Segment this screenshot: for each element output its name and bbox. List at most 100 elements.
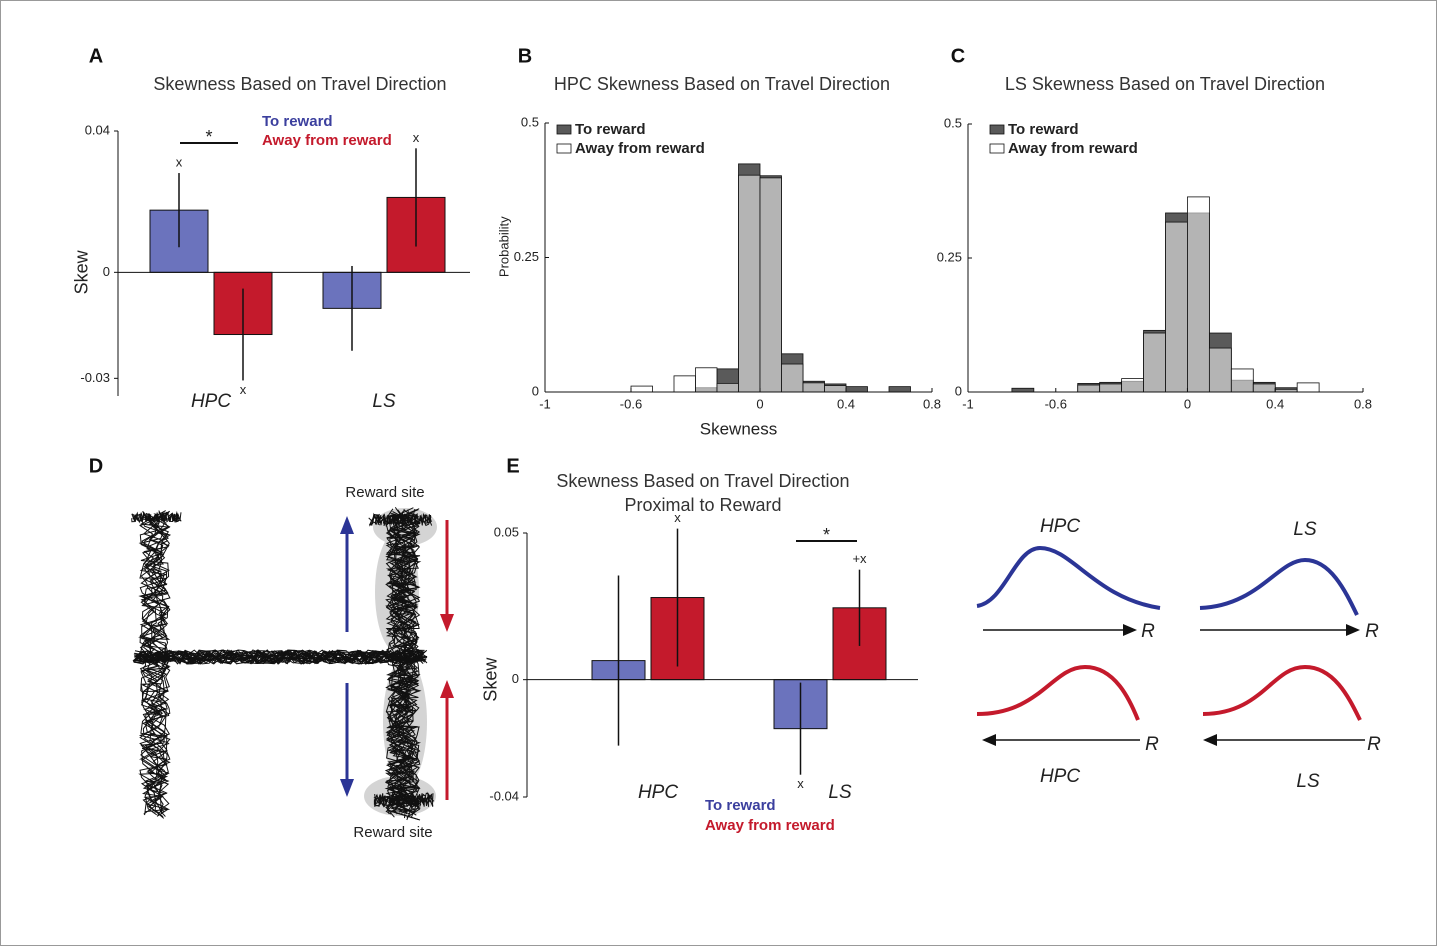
histogram-bar — [738, 174, 761, 393]
arrow-label: R — [1365, 621, 1379, 642]
histogram-bar — [695, 367, 718, 393]
y-tick-label: 0.5 — [944, 115, 962, 130]
schematic-label: HPC — [1040, 516, 1080, 537]
significance-marker: x — [240, 382, 247, 397]
legend-label: Away from reward — [1008, 140, 1138, 157]
histogram-bar — [1143, 332, 1166, 393]
y-tick-label: 0 — [532, 383, 539, 398]
x-tick-label: -1 — [962, 396, 974, 411]
x-tick-label: -1 — [539, 396, 551, 411]
x-tick-label: 0.8 — [1354, 396, 1372, 411]
skew-curve — [1199, 557, 1359, 616]
chart-title: HPC Skewness Based on Travel Direction — [554, 74, 890, 94]
y-axis-label: Skew — [72, 249, 92, 294]
histogram-bar — [673, 375, 696, 393]
significance-star: * — [205, 127, 212, 147]
histogram-bar — [1121, 378, 1144, 393]
x-tick-label: HPC — [191, 391, 231, 412]
y-tick-label: 0.25 — [514, 249, 539, 264]
histogram-bar — [888, 386, 911, 393]
schematic-label: LS — [1293, 519, 1317, 540]
y-axis-label: Probability — [496, 216, 511, 277]
x-tick-label: 0.4 — [1266, 396, 1284, 411]
trajectory — [134, 649, 426, 665]
y-tick-label: 0.04 — [85, 122, 110, 137]
chart-title: LS Skewness Based on Travel Direction — [1005, 74, 1325, 94]
schematic — [976, 545, 1365, 746]
significance-marker: x — [797, 776, 804, 791]
trajectory — [373, 792, 434, 808]
histogram-bar — [1077, 384, 1101, 393]
maze: Reward site Reward site — [131, 484, 454, 841]
trajectory — [385, 509, 421, 815]
reward-site-label: Reward site — [345, 484, 424, 501]
histogram-bar — [1011, 387, 1035, 393]
trajectory — [138, 511, 170, 814]
significance-star: * — [823, 525, 830, 545]
skew-curve — [976, 545, 1161, 610]
y-tick-label: 0 — [512, 671, 519, 686]
arrow-label: R — [1367, 734, 1381, 755]
x-axis-label: Skewness — [700, 419, 777, 438]
reward-site-label: Reward site — [353, 824, 432, 841]
trajectory — [140, 517, 171, 815]
legend-label: Away from reward — [575, 140, 705, 157]
legend-swatch — [989, 124, 1005, 135]
panel-label: B — [518, 45, 532, 67]
legend-swatch — [556, 124, 572, 135]
legend-label: To reward — [1008, 121, 1079, 138]
x-tick-label: -0.6 — [620, 396, 642, 411]
legend-label: Away from reward — [262, 132, 392, 149]
schematic-label: HPC — [1040, 766, 1080, 787]
y-axis-label: Skew — [481, 657, 501, 702]
trajectory — [131, 510, 180, 524]
histogram-bar — [1230, 368, 1254, 393]
legend-swatch — [989, 143, 1005, 154]
chart-title: Skewness Based on Travel Direction — [556, 471, 849, 491]
trajectory — [134, 649, 424, 665]
histogram-bar — [781, 363, 804, 393]
x-tick-label: 0.4 — [837, 396, 855, 411]
y-tick-label: 0.5 — [521, 114, 539, 129]
y-tick-label: -0.04 — [489, 788, 519, 803]
trajectory — [368, 513, 433, 528]
significance-marker: x — [674, 510, 681, 525]
x-tick-label: 0 — [756, 396, 763, 411]
significance-marker: x — [413, 130, 420, 145]
y-tick-label: -0.03 — [80, 370, 110, 385]
trajectory — [138, 512, 171, 818]
trajectory — [371, 512, 432, 526]
trajectory — [140, 510, 170, 813]
histogram-bar — [1165, 221, 1188, 393]
panel-label: A — [89, 45, 103, 67]
skew-curve — [1202, 664, 1362, 721]
y-tick-label: 0 — [955, 383, 962, 398]
legend-label: To reward — [575, 121, 646, 138]
trajectory — [385, 509, 421, 814]
panel-label: C — [951, 45, 965, 67]
arrow-label: R — [1145, 734, 1159, 755]
significance-marker: +x — [852, 551, 867, 566]
trajectory — [132, 649, 425, 665]
x-tick-label: 0 — [1184, 396, 1191, 411]
chart-subtitle: Proximal to Reward — [624, 495, 781, 515]
y-tick-label: 0 — [103, 264, 110, 279]
legend-label: To reward — [262, 113, 333, 130]
histogram-bar — [630, 385, 653, 393]
significance-marker: x — [176, 154, 183, 169]
x-tick-label: 0.8 — [923, 396, 941, 411]
x-tick-label: LS — [372, 391, 396, 412]
histogram-bar — [759, 177, 782, 393]
direction-arrows — [340, 516, 454, 800]
histogram-bar — [1208, 347, 1232, 393]
schematic-label: LS — [1296, 771, 1320, 792]
legend-label: To reward — [705, 797, 776, 814]
chart-title: Skewness Based on Travel Direction — [153, 74, 446, 94]
trajectory — [138, 510, 171, 813]
panel-label: D — [89, 455, 103, 477]
skew-curve — [976, 664, 1140, 721]
y-tick-label: 0.05 — [494, 524, 519, 539]
trajectory — [135, 649, 428, 665]
legend-label: Away from reward — [705, 817, 835, 834]
histogram-bar — [1187, 196, 1210, 393]
